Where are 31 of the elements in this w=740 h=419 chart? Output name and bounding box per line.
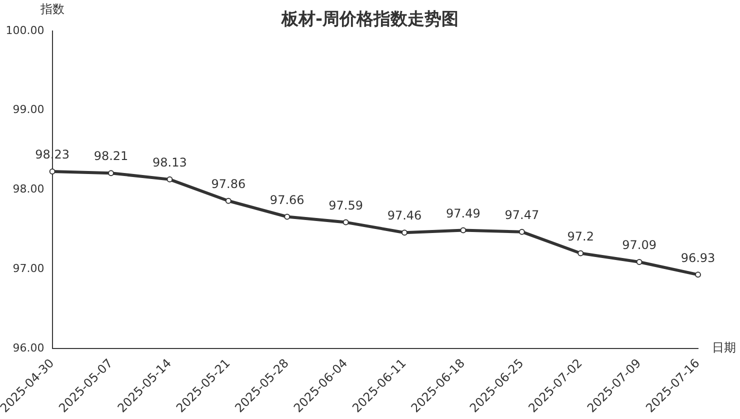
point (225, 198, 232, 204)
data-label: 97.46 (387, 208, 422, 223)
y-tick-label: 98.00 (12, 182, 44, 196)
data-label: 98.13 (152, 156, 187, 170)
data-label: 97.09 (622, 238, 656, 252)
point (695, 272, 701, 278)
y-axis-title: 指数 (39, 2, 64, 16)
data-label: 97.2 (567, 229, 594, 244)
y-tick-label: 96.00 (12, 341, 44, 354)
point (284, 214, 290, 220)
x-axis-title: 日期 (712, 340, 736, 355)
y-tick-label: 100.00 (6, 24, 44, 37)
data-label: 98.21 (94, 149, 128, 164)
point (518, 228, 525, 235)
point (460, 227, 466, 234)
data-label: 97.59 (328, 198, 363, 212)
data-label: 97.49 (446, 206, 480, 220)
point (166, 176, 173, 182)
data-label: 96.93 (680, 250, 716, 265)
point (578, 250, 584, 256)
point (342, 219, 349, 226)
data-label: 97.66 (270, 192, 304, 207)
point (636, 258, 642, 265)
y-tick-label: 97.00 (12, 262, 44, 275)
point (402, 230, 408, 236)
chart-title: 板材-周价格指数走势图 (280, 9, 459, 30)
point (108, 170, 114, 176)
point (49, 168, 56, 174)
data-label: 97.86 (211, 176, 246, 191)
y-tick-label: 99.00 (12, 103, 44, 116)
data-label: 97.47 (504, 208, 540, 222)
